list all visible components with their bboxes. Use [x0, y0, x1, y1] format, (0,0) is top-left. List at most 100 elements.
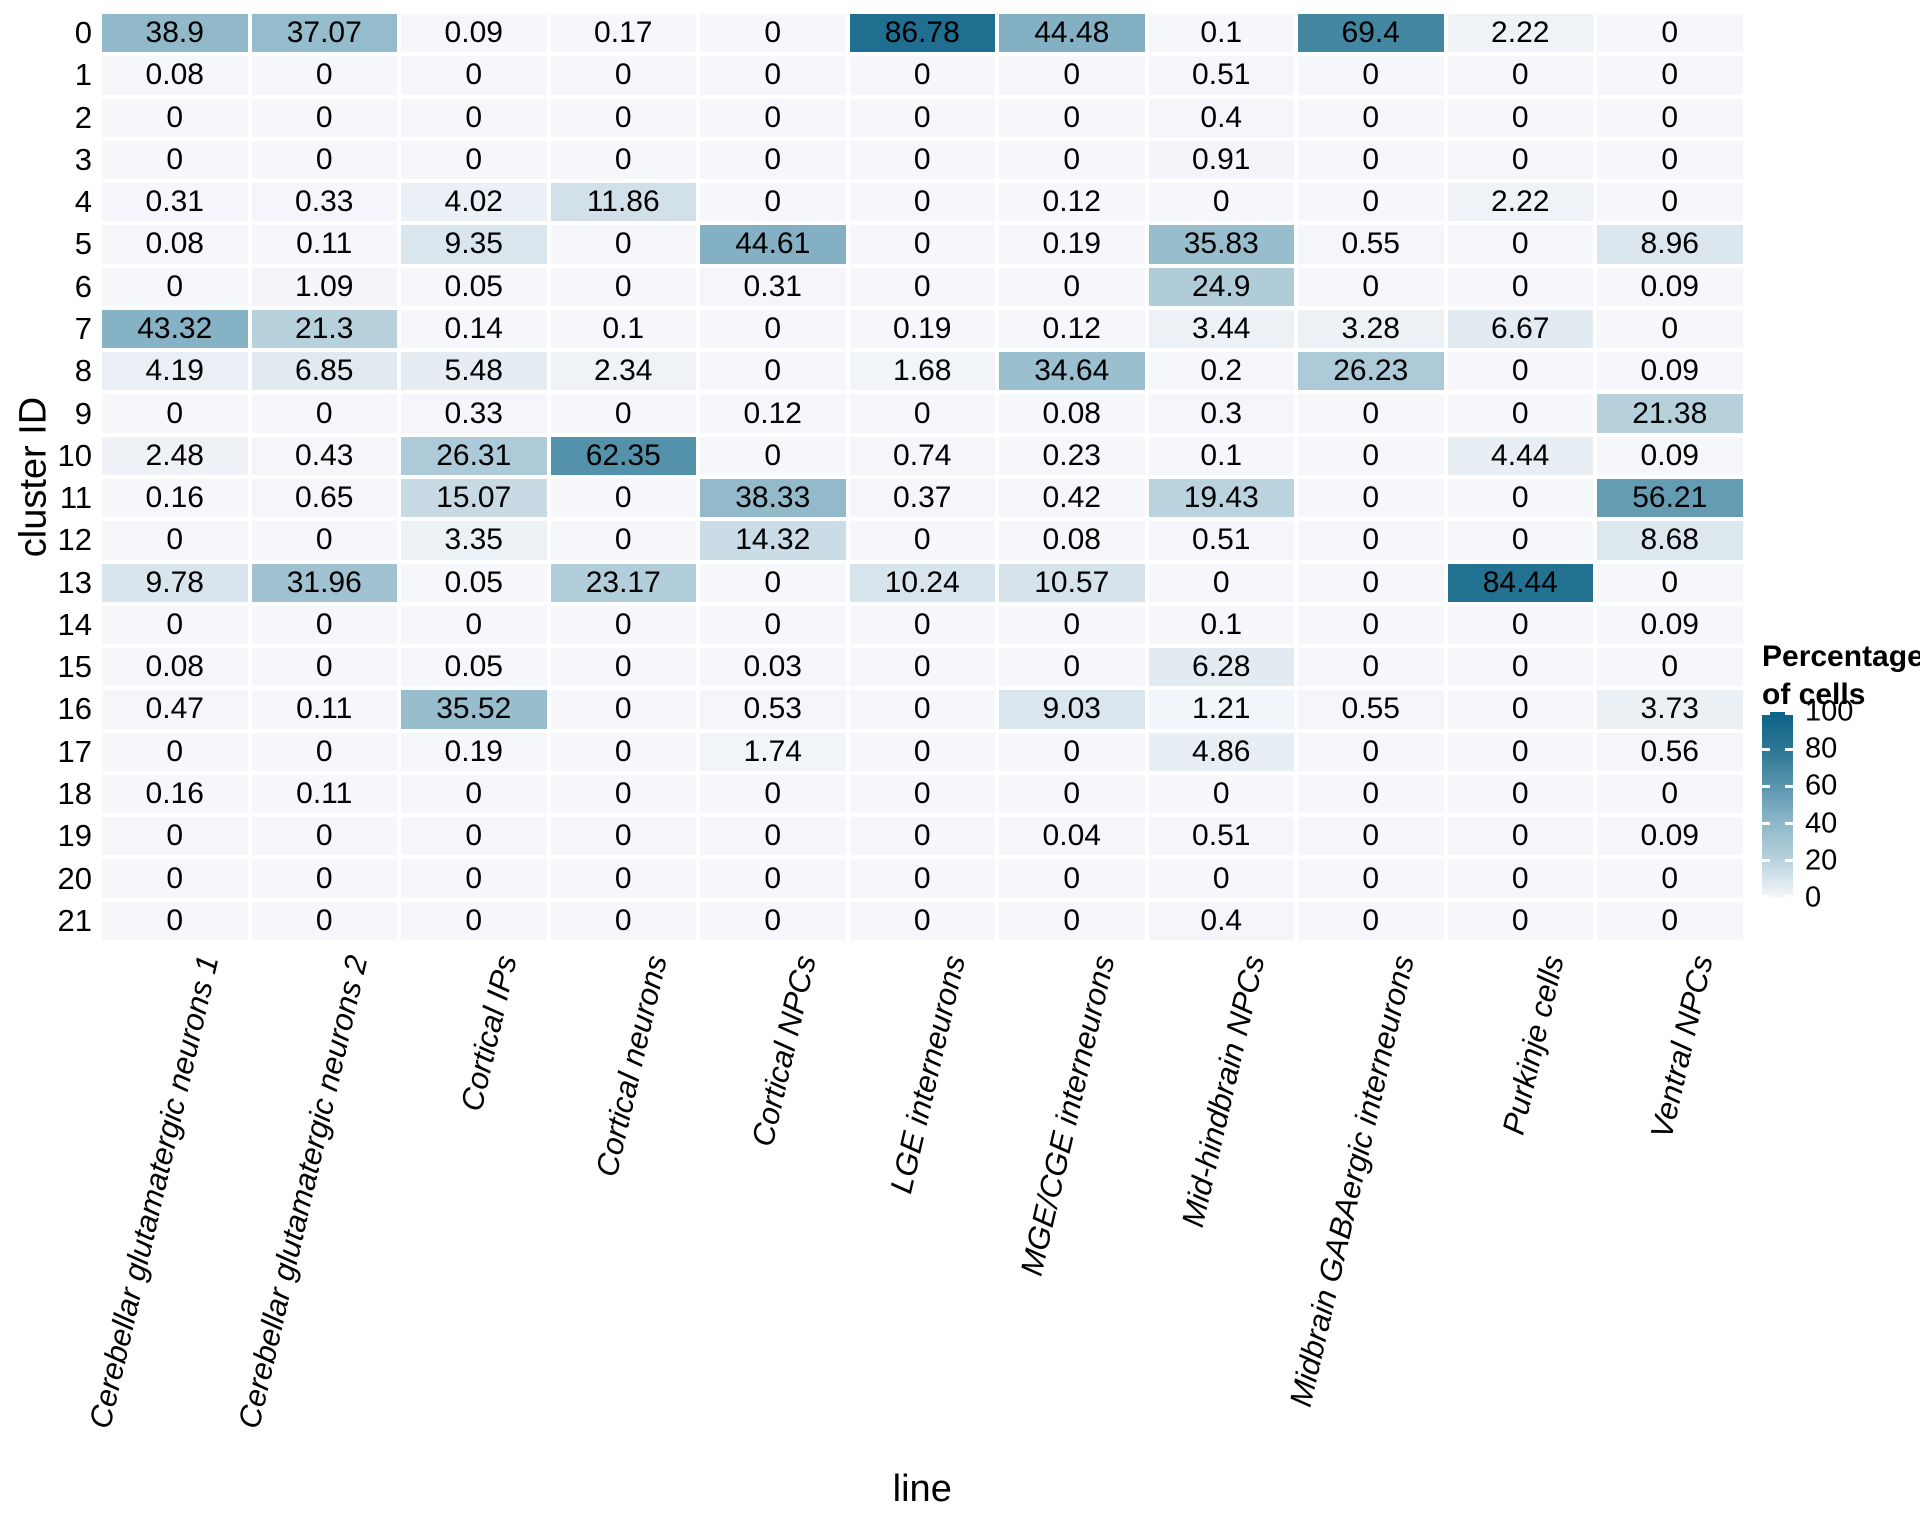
row-label-cluster-0: 0	[74, 15, 92, 51]
heatmap-cell: 9.03	[999, 690, 1145, 729]
heatmap-cell: 0	[849, 690, 995, 729]
column-label: Cortical NPCs	[744, 952, 823, 1150]
heatmap-cell: 0.12	[999, 309, 1145, 349]
legend-tick-mark	[1785, 895, 1793, 898]
heatmap-cell: 11.86	[550, 183, 696, 222]
heatmap-cell: 26.31	[401, 436, 547, 475]
heatmap-cell: 0	[1298, 98, 1444, 137]
heatmap-cell: 26.23	[1298, 352, 1444, 391]
heatmap-cell: 56.21	[1597, 478, 1743, 518]
row-label-cluster-16: 16	[57, 691, 92, 727]
heatmap-cell: 0	[700, 140, 846, 180]
heatmap-cell: 0.09	[1597, 436, 1743, 475]
column-label: Midbrain GABAergic interneurons	[1282, 952, 1421, 1410]
heatmap-cell: 0	[550, 859, 696, 898]
heatmap-cell: 0	[251, 859, 397, 898]
heatmap-cell: 37.07	[251, 14, 397, 53]
heatmap-cell: 0.56	[1597, 732, 1743, 771]
heatmap-cell: 0	[849, 267, 995, 306]
heatmap-cell: 0	[849, 859, 995, 898]
heatmap-cell: 1.68	[849, 352, 995, 391]
heatmap-cell: 0.19	[401, 732, 547, 771]
heatmap-cell: 0	[1597, 309, 1743, 349]
heatmap-cell: 0.43	[251, 436, 397, 475]
legend-tick-label: 40	[1805, 807, 1838, 840]
heatmap-cell: 35.83	[1148, 225, 1294, 264]
heatmap-cell: 0	[401, 605, 547, 645]
legend-tick-label: 0	[1805, 881, 1822, 914]
heatmap-cell: 0.04	[999, 817, 1145, 856]
heatmap-cell: 0.31	[700, 267, 846, 306]
heatmap-cell: 0.31	[102, 183, 248, 222]
row-label-cluster-8: 8	[74, 353, 92, 389]
heatmap-cell: 0	[550, 56, 696, 95]
heatmap-cell: 0	[849, 901, 995, 940]
heatmap-cell: 0	[849, 56, 995, 95]
heatmap-cell: 0	[1298, 732, 1444, 771]
heatmap-cell: 0.08	[102, 648, 248, 687]
legend-tick-mark	[1785, 859, 1793, 863]
heatmap-cell: 0	[999, 859, 1145, 898]
heatmap-cell: 0.47	[102, 690, 248, 729]
heatmap-cell: 0.09	[1597, 267, 1743, 306]
heatmap-cell: 0	[700, 605, 846, 645]
heatmap-cell: 0	[102, 732, 248, 771]
heatmap-cell: 0	[550, 901, 696, 940]
heatmap-cell: 0	[1447, 690, 1593, 729]
heatmap-cell: 0	[251, 732, 397, 771]
heatmap-cell: 0	[102, 394, 248, 433]
heatmap-cell: 0.23	[999, 436, 1145, 475]
heatmap-cell: 3.35	[401, 521, 547, 560]
heatmap-cell: 0	[1597, 98, 1743, 137]
heatmap-cell: 0.91	[1148, 140, 1294, 180]
heatmap-cell: 3.73	[1597, 690, 1743, 729]
heatmap-cell: 0	[550, 521, 696, 560]
heatmap-cell: 2.48	[102, 436, 248, 475]
heatmap-cell: 0	[999, 98, 1145, 137]
heatmap-cell: 0	[700, 436, 846, 475]
heatmap-cell: 2.22	[1447, 14, 1593, 53]
heatmap-cell: 0	[1298, 478, 1444, 518]
heatmap-cell: 38.33	[700, 478, 846, 518]
heatmap-cell: 0.03	[700, 648, 846, 687]
heatmap-cell: 2.34	[550, 352, 696, 391]
column-label: Cortical IPs	[454, 952, 524, 1115]
heatmap-cell: 0.19	[999, 225, 1145, 264]
row-label-cluster-5: 5	[74, 226, 92, 262]
heatmap-cell: 0	[849, 774, 995, 814]
heatmap-cell: 0	[849, 817, 995, 856]
heatmap-cell: 0.3	[1148, 394, 1294, 433]
heatmap-cell: 0	[102, 859, 248, 898]
heatmap-cell: 0.33	[251, 183, 397, 222]
heatmap-cell: 0	[999, 140, 1145, 180]
legend-tick-mark	[1785, 712, 1793, 715]
heatmap-cell: 0	[550, 732, 696, 771]
heatmap-cell: 0.09	[401, 14, 547, 53]
heatmap-cell: 0	[1447, 605, 1593, 645]
heatmap-cell: 19.43	[1148, 478, 1294, 518]
heatmap-cell: 0	[1447, 521, 1593, 560]
heatmap-cell: 0	[999, 732, 1145, 771]
heatmap-cell: 0	[849, 732, 995, 771]
heatmap-cell: 0	[1148, 774, 1294, 814]
y-axis-title: cluster ID	[12, 396, 55, 558]
heatmap-cell: 4.19	[102, 352, 248, 391]
heatmap-cell: 0	[102, 98, 248, 137]
row-label-cluster-18: 18	[57, 775, 92, 811]
heatmap-cell: 0	[1597, 56, 1743, 95]
heatmap-cell: 0.1	[1148, 14, 1294, 53]
legend-tick-mark	[1762, 784, 1770, 788]
heatmap-cell: 4.44	[1447, 436, 1593, 475]
heatmap-cell: 0	[401, 98, 547, 137]
heatmap-cell: 0.4	[1148, 901, 1294, 940]
heatmap-cell: 5.48	[401, 352, 547, 391]
heatmap-cell: 0	[550, 690, 696, 729]
heatmap-cell: 0	[1597, 774, 1743, 814]
heatmap-cell: 0	[102, 605, 248, 645]
heatmap-cell: 0	[251, 521, 397, 560]
heatmap-cell: 0.08	[102, 225, 248, 264]
heatmap-cell: 0	[1447, 394, 1593, 433]
heatmap-cell: 38.9	[102, 14, 248, 53]
x-axis-title: line	[892, 1468, 952, 1510]
